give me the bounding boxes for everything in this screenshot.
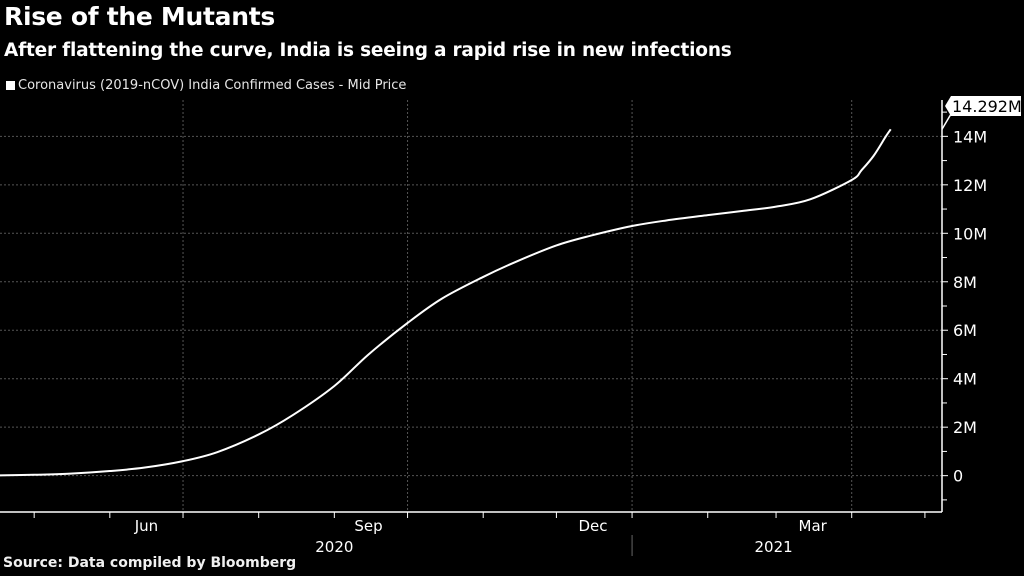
legend: Coronavirus (2019-nCOV) India Confirmed … bbox=[6, 78, 406, 93]
last-value-callout bbox=[945, 96, 1021, 116]
last-value-connector bbox=[941, 113, 952, 130]
y-tick-label: 10M bbox=[953, 224, 987, 243]
legend-label: Coronavirus (2019-nCOV) India Confirmed … bbox=[18, 78, 407, 93]
last-value-label: 14.292M bbox=[952, 97, 1022, 116]
series-line bbox=[0, 128, 892, 477]
y-tick-label: 4M bbox=[953, 370, 977, 389]
y-tick-label: 0 bbox=[953, 467, 963, 486]
y-tick-label: 14M bbox=[953, 127, 987, 146]
x-year-label: 2020 bbox=[315, 538, 353, 556]
y-tick-label: 8M bbox=[953, 273, 977, 292]
y-tick-label: 12M bbox=[953, 176, 987, 195]
source-note: Source: Data compiled by Bloomberg bbox=[3, 555, 297, 571]
y-tick-label: 6M bbox=[953, 321, 977, 340]
x-year-label: 2021 bbox=[755, 538, 793, 556]
y-tick-label: 2M bbox=[953, 418, 977, 437]
x-tick-label: Dec bbox=[579, 517, 608, 535]
legend-swatch bbox=[6, 81, 15, 90]
x-tick-label: Sep bbox=[354, 517, 382, 535]
x-tick-label: Mar bbox=[799, 517, 828, 535]
x-tick-label: Jun bbox=[134, 517, 158, 535]
chart-subtitle: After flattening the curve, India is see… bbox=[4, 40, 732, 61]
chart-title: Rise of the Mutants bbox=[4, 2, 275, 31]
